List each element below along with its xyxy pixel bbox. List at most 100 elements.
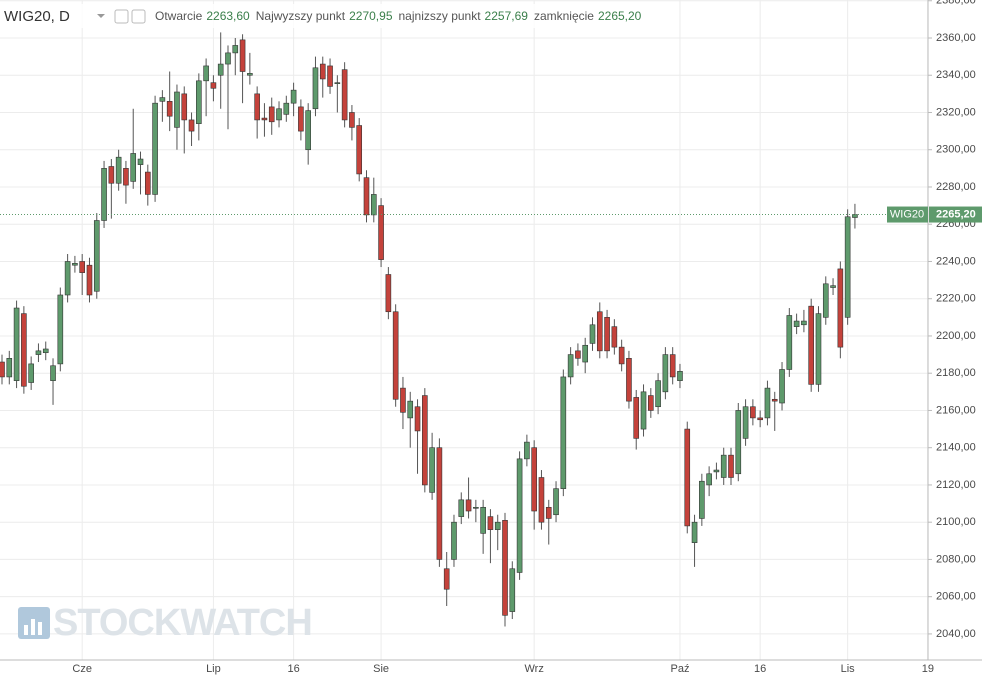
candle-body [553, 488, 559, 516]
candle-body [720, 454, 727, 478]
candle-body [239, 39, 246, 72]
candle-body [261, 117, 268, 121]
candle-body [305, 110, 311, 151]
x-tick-label: Cze [72, 663, 92, 675]
candle-body [545, 506, 552, 519]
y-tick-label: 2300,00 [936, 144, 976, 156]
candle-body [436, 447, 443, 560]
candle-body [174, 91, 180, 128]
last-price-box [929, 206, 982, 223]
candle-body [341, 69, 348, 121]
candle-body [217, 63, 224, 76]
candle-body [319, 63, 326, 80]
candle-body [283, 102, 290, 115]
candle-body [181, 93, 188, 121]
candle-body [728, 454, 734, 478]
candle-body [422, 395, 428, 486]
candle-body [830, 285, 836, 288]
watermark-icon-bar [24, 625, 28, 635]
candle-body [560, 376, 567, 489]
candle-body [268, 106, 275, 123]
candles [0, 32, 928, 627]
field-name: zamknięcie [534, 9, 594, 23]
eye-icon[interactable] [114, 9, 129, 24]
candle-body [0, 361, 5, 378]
candle-body [480, 506, 486, 534]
candle-body [779, 369, 785, 404]
watermark-icon-bar [31, 619, 35, 635]
candle-body [188, 119, 195, 132]
candle-body [86, 264, 93, 296]
header: WIG20, D Otwarcie 2263,60 Najwyzszy punkt 2… [0, 4, 660, 28]
watermark: STOCKWATCH [18, 602, 313, 644]
candle-body [691, 521, 698, 543]
symbol: WIG20, D [4, 8, 70, 25]
candle-body [713, 469, 720, 473]
candle-body [370, 194, 377, 216]
field-value: 2257,69 [485, 9, 529, 23]
candle-body [771, 398, 778, 402]
candle-body [13, 307, 20, 381]
y-tick-label: 2200,00 [936, 330, 976, 342]
candle-body [290, 89, 297, 104]
candle-body [35, 350, 42, 355]
candle-body [640, 391, 647, 430]
candle-body [42, 348, 49, 354]
candle-body [706, 473, 712, 486]
candle-body [312, 67, 319, 110]
candle-body [458, 499, 465, 517]
candle-body [385, 274, 392, 313]
x-tick-label: Lis [841, 663, 856, 675]
field-value: 2265,20 [598, 9, 642, 23]
candle-body [79, 261, 85, 273]
candle-body [750, 406, 756, 419]
candle-body [465, 499, 472, 512]
candle-body [152, 102, 158, 195]
candle-body [531, 447, 537, 512]
candle-body [677, 371, 683, 381]
candle-body [502, 520, 508, 616]
candle-body [378, 205, 384, 260]
candle-body [232, 45, 239, 54]
y-tick-label: 2320,00 [936, 106, 976, 118]
candle-body [210, 82, 217, 89]
settings-icon[interactable] [131, 9, 146, 24]
last-price-name-box [887, 206, 928, 223]
x-tick-label: Paź [670, 663, 689, 675]
candle-body [669, 354, 676, 378]
candle-body [57, 294, 64, 365]
candle-body [524, 441, 530, 460]
candle-body [808, 305, 814, 385]
candle-body [28, 363, 34, 383]
y-tick-label: 2280,00 [936, 181, 976, 193]
candle-body [611, 326, 618, 348]
candle-body [742, 406, 749, 439]
candle-body [6, 358, 13, 378]
candle-body [64, 261, 71, 296]
candle-body [225, 52, 231, 65]
candle-body [648, 395, 654, 411]
field-name: najnizszy punkt [399, 9, 482, 23]
candle-body [137, 158, 144, 165]
candle-body [276, 108, 282, 121]
field-value: 2263,60 [206, 9, 250, 23]
candle-body [363, 177, 370, 216]
grid [0, 0, 929, 660]
candle-body [699, 480, 705, 519]
candle-body [356, 125, 363, 175]
y-tick-label: 2360,00 [936, 32, 976, 44]
candle-body [400, 387, 406, 413]
candle-body [145, 171, 151, 195]
y-tick-label: 2120,00 [936, 479, 976, 491]
y-tick-label: 2340,00 [936, 69, 976, 81]
candle-body [93, 220, 100, 292]
candle-body [764, 387, 771, 419]
candle-body [844, 216, 851, 318]
candle-body [618, 346, 625, 365]
candle-body [604, 317, 610, 352]
y-tick-label: 2220,00 [936, 293, 976, 305]
dropdown-icon[interactable] [97, 14, 105, 18]
y-tick-label: 2240,00 [936, 255, 976, 267]
header-bg [0, 4, 660, 28]
